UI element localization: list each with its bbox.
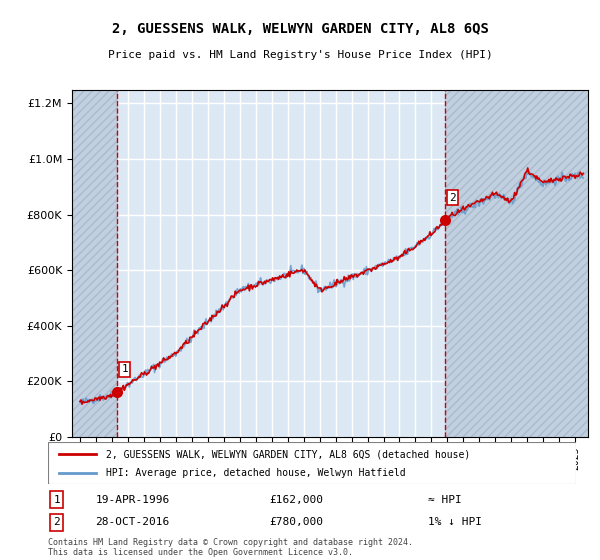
Text: 28-OCT-2016: 28-OCT-2016 xyxy=(95,517,170,528)
Bar xyxy=(72,90,117,437)
Text: 2, GUESSENS WALK, WELWYN GARDEN CITY, AL8 6QS: 2, GUESSENS WALK, WELWYN GARDEN CITY, AL… xyxy=(112,22,488,36)
Text: 1: 1 xyxy=(53,495,60,505)
Text: HPI: Average price, detached house, Welwyn Hatfield: HPI: Average price, detached house, Welw… xyxy=(106,468,406,478)
FancyBboxPatch shape xyxy=(48,442,576,484)
Text: 1% ↓ HPI: 1% ↓ HPI xyxy=(428,517,482,528)
Text: £780,000: £780,000 xyxy=(270,517,324,528)
Text: Price paid vs. HM Land Registry's House Price Index (HPI): Price paid vs. HM Land Registry's House … xyxy=(107,50,493,60)
Text: £162,000: £162,000 xyxy=(270,495,324,505)
Bar xyxy=(445,90,588,437)
Text: 19-APR-1996: 19-APR-1996 xyxy=(95,495,170,505)
Text: Contains HM Land Registry data © Crown copyright and database right 2024.
This d: Contains HM Land Registry data © Crown c… xyxy=(48,538,413,557)
Text: ≈ HPI: ≈ HPI xyxy=(428,495,462,505)
Text: 1: 1 xyxy=(122,365,128,374)
Text: 2, GUESSENS WALK, WELWYN GARDEN CITY, AL8 6QS (detached house): 2, GUESSENS WALK, WELWYN GARDEN CITY, AL… xyxy=(106,449,470,459)
Text: 2: 2 xyxy=(53,517,60,528)
Text: 2: 2 xyxy=(449,193,456,203)
